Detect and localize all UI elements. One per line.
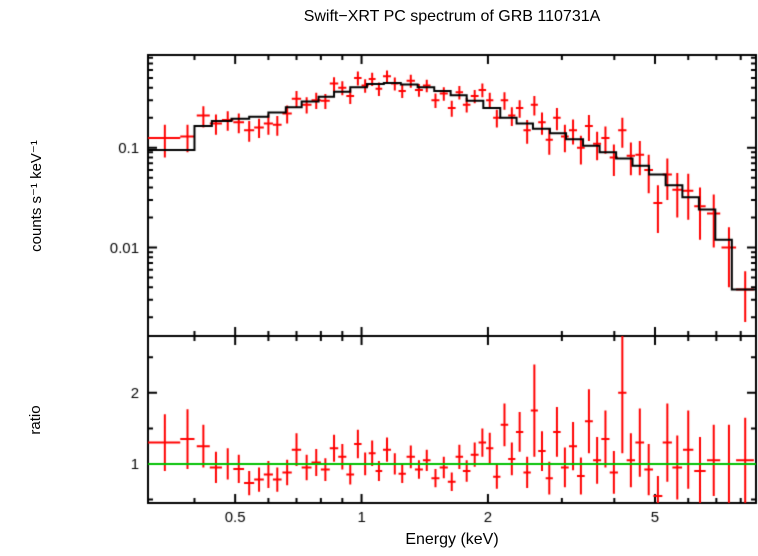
y-axis-label-counts: counts s⁻¹ keV⁻¹ xyxy=(28,140,45,252)
y-axis-label-ratio: ratio xyxy=(27,405,44,435)
chart-title: Swift−XRT PC spectrum of GRB 110731A xyxy=(303,8,601,25)
x-axis-label: Energy (keV) xyxy=(405,531,499,548)
